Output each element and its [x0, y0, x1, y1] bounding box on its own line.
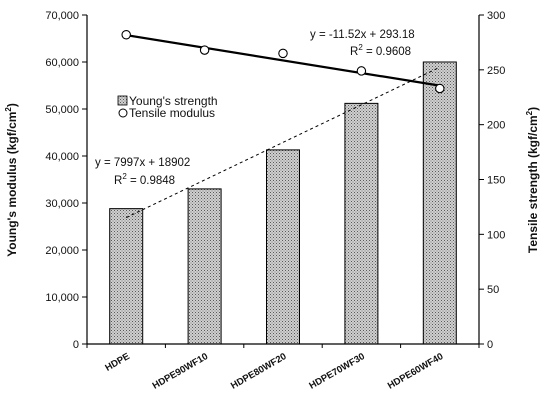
bar-hdpe60wf40 [422, 61, 457, 345]
trendlines [125, 34, 441, 219]
bar-hdpe80wf20 [266, 149, 300, 345]
legend-circle-marker [118, 108, 128, 118]
x-tick-label: HDPE60WF40 [386, 351, 445, 392]
legend: Young's strength Tensile modulus [113, 93, 242, 121]
right-tick-label: 250 [487, 65, 505, 77]
left-tick-label: 50,000 [45, 104, 79, 116]
point-hdpe60wf40 [435, 83, 445, 94]
x-tick-label: HDPE80WF20 [229, 351, 288, 392]
right-tick-label: 150 [487, 175, 505, 187]
left-tick-label: 30,000 [45, 198, 79, 210]
x-tick-label: HDPE70WF30 [307, 351, 366, 392]
bar-hdpe90wf10 [187, 188, 222, 345]
right-tick-label: 0 [487, 339, 493, 351]
point-hdpe [121, 29, 131, 40]
young-trend-equation: y = 7997x + 18902 [95, 157, 190, 169]
left-axis-title: Young's modulus (kgf/cm2) [4, 103, 19, 257]
right-axis-title: Tensile strength (kgf/cm2) [525, 107, 540, 253]
left-tick-label: 20,000 [45, 245, 79, 257]
left-tick-label: 40,000 [45, 151, 79, 163]
tensile-trend-equation: y = -11.52x + 293.18 [310, 29, 415, 41]
bar-hdpe [109, 208, 144, 345]
tensile-trend-r2: R2 = 0.9608 [350, 43, 411, 58]
trendline-young [125, 66, 441, 219]
legend-label-young: Young's strength [129, 94, 218, 108]
x-axis-ticks: HDPE HDPE90WF10 HDPE80WF20 HDPE70WF30 HDPE60… [86, 344, 480, 392]
legend-bar-swatch [117, 95, 128, 106]
right-tick-label: 300 [487, 10, 505, 22]
young-trend-r2: R2 = 0.9848 [114, 172, 175, 187]
legend-label-tensile: Tensile modulus [129, 106, 215, 120]
right-axis-ticks: 0 50 100 150 200 250 300 [479, 10, 505, 351]
bar-series [109, 61, 457, 345]
point-hdpe70wf30 [356, 66, 367, 76]
left-tick-label: 70,000 [45, 10, 79, 22]
x-tick-label: HDPE90WF10 [151, 351, 210, 392]
bar-hdpe70wf30 [344, 102, 379, 345]
left-axis-ticks: 0 10,000 20,000 30,000 40,000 50,000 60,000 70,… [45, 10, 87, 351]
right-tick-label: 100 [487, 229, 505, 241]
left-tick-label: 60,000 [45, 57, 79, 69]
right-tick-label: 200 [487, 120, 505, 132]
point-hdpe80wf20 [278, 48, 288, 59]
scatter-series [121, 29, 445, 94]
left-tick-label: 10,000 [45, 292, 79, 304]
left-tick-label: 0 [73, 339, 79, 351]
right-tick-label: 50 [487, 284, 499, 296]
trendline-tensile [126, 34, 440, 87]
legend-box [113, 93, 242, 121]
point-hdpe90wf10 [199, 45, 210, 55]
x-tick-label: HDPE [103, 351, 131, 374]
